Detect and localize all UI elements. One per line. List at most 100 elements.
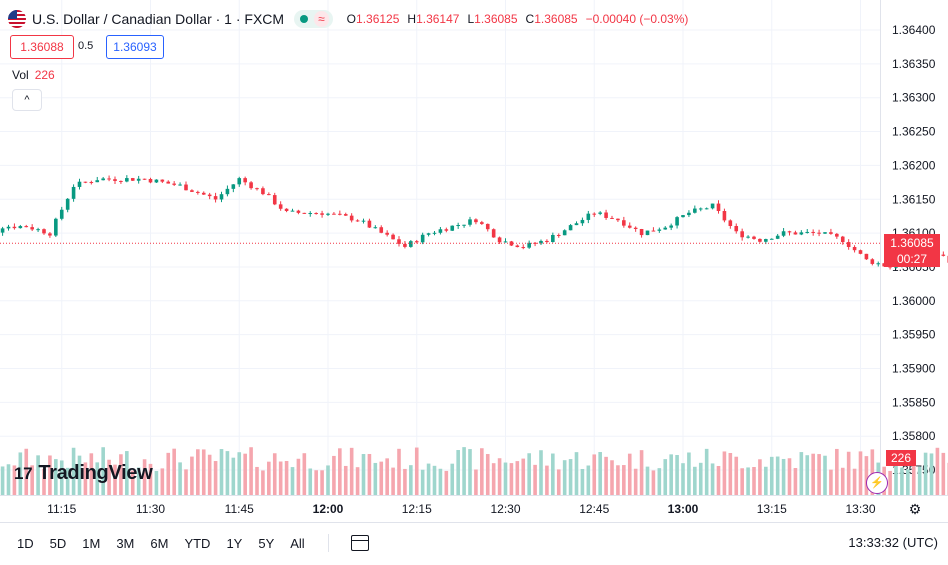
price-tick-label: 1.35900: [892, 362, 936, 376]
volume-bar: [42, 468, 46, 495]
volume-bar: [817, 454, 821, 495]
candle-body: [207, 194, 212, 197]
candle-body: [65, 198, 70, 210]
volume-bar: [48, 455, 52, 495]
range-3m-button[interactable]: 3M: [116, 535, 135, 551]
volume-bar: [444, 470, 449, 495]
candle-body: [539, 240, 543, 244]
candle-body: [113, 179, 117, 181]
volume-bar: [722, 451, 727, 495]
volume-bar: [332, 455, 336, 495]
volume-bar: [693, 466, 697, 495]
candle-body: [48, 233, 52, 236]
volume-bar: [917, 466, 922, 495]
sell-button[interactable]: 1.36088: [10, 35, 74, 59]
range-6m-button[interactable]: 6M: [150, 535, 169, 551]
volume-bar: [201, 449, 206, 495]
volume-bar: [54, 459, 58, 495]
market-open-icon: [300, 15, 309, 23]
volume-bar: [190, 456, 194, 495]
calendar-icon[interactable]: [350, 535, 369, 551]
candle-body: [610, 217, 614, 219]
collapse-legend-button[interactable]: ^: [12, 89, 42, 111]
spread-value: 0.5: [78, 40, 94, 52]
candle-body: [136, 178, 141, 181]
volume-bar: [71, 447, 76, 495]
volume-bar: [894, 461, 898, 495]
candle-body: [704, 208, 709, 210]
candle-body: [225, 188, 230, 195]
symbol-title[interactable]: U.S. Dollar / Canadian Dollar · 1 · FXCM: [32, 11, 285, 27]
volume-bar: [249, 447, 253, 495]
candle-body: [787, 231, 792, 233]
candle-body: [438, 229, 443, 233]
volume-bar: [681, 463, 685, 495]
market-status-badge[interactable]: ≈: [294, 10, 333, 28]
volume-bar: [207, 454, 212, 495]
range-1m-button[interactable]: 1M: [82, 535, 101, 551]
volume-bar: [36, 455, 40, 495]
candle-body: [196, 191, 200, 193]
volume-bar: [645, 466, 650, 495]
volume-bar: [184, 469, 188, 495]
volume-bar: [0, 466, 5, 495]
candle-body: [746, 236, 750, 238]
volume-bar: [829, 469, 833, 495]
range-5d-button[interactable]: 5D: [49, 535, 67, 551]
price-tick-label: 1.35800: [892, 429, 936, 443]
volume-bar: [491, 463, 496, 495]
volume-bar: [710, 463, 715, 495]
range-1y-button[interactable]: 1Y: [226, 535, 243, 551]
volume-bar: [343, 465, 348, 495]
candle-body: [308, 213, 313, 215]
price-tick-label: 1.36350: [892, 57, 936, 71]
ohlc-legend: O1.36125 H1.36147 L1.36085 C1.36085 −0.00040…: [346, 12, 689, 26]
candle-body: [681, 215, 685, 218]
candle-body: [30, 227, 34, 230]
volume-bar: [83, 462, 88, 495]
gear-icon[interactable]: ⚙: [908, 501, 922, 517]
volume-bar: [852, 468, 857, 495]
candle-body: [716, 203, 721, 212]
candle-body: [302, 212, 307, 214]
candle-body: [858, 250, 863, 254]
candle-body: [243, 178, 247, 183]
volume-bar: [633, 468, 638, 495]
last-price-label: 1.36085 00:27: [884, 234, 940, 267]
range-all-button[interactable]: All: [290, 535, 305, 551]
candle-body: [83, 181, 88, 183]
range-1d-button[interactable]: 1D: [17, 535, 34, 551]
clock-readout[interactable]: 13:33:32 (UTC): [848, 535, 938, 550]
volume-bar: [580, 468, 585, 495]
range-5y-button[interactable]: 5Y: [258, 535, 275, 551]
flag-icon: [8, 10, 26, 28]
buy-button[interactable]: 1.36093: [106, 35, 164, 59]
candle-body: [261, 188, 265, 195]
volume-bar: [900, 467, 904, 495]
candle-body: [119, 180, 123, 182]
volume-bar: [781, 458, 786, 495]
time-tick-label: 13:15: [757, 502, 787, 516]
volume-bar: [456, 450, 460, 495]
volume-bar: [267, 461, 271, 495]
toolbar-divider: [327, 534, 329, 552]
candle-body: [18, 226, 23, 229]
candle-body: [521, 247, 526, 249]
candle-body: [817, 232, 821, 234]
volume-bar: [651, 470, 656, 495]
volume-bar: [462, 447, 466, 495]
candle-body: [95, 180, 100, 183]
candle-body: [551, 234, 555, 242]
volume-bar: [604, 456, 608, 495]
candle-body: [568, 225, 573, 231]
range-ytd-button[interactable]: YTD: [184, 535, 211, 551]
volume-bar: [787, 458, 792, 495]
time-tick-label: 12:15: [402, 502, 432, 516]
volume-bar: [497, 458, 502, 495]
candle-body: [391, 234, 395, 240]
bolt-icon[interactable]: ⚡: [866, 472, 888, 494]
candle-body: [142, 178, 147, 180]
volume-bar: [284, 460, 289, 495]
candle-body: [355, 220, 360, 222]
volume-bar: [846, 451, 851, 495]
